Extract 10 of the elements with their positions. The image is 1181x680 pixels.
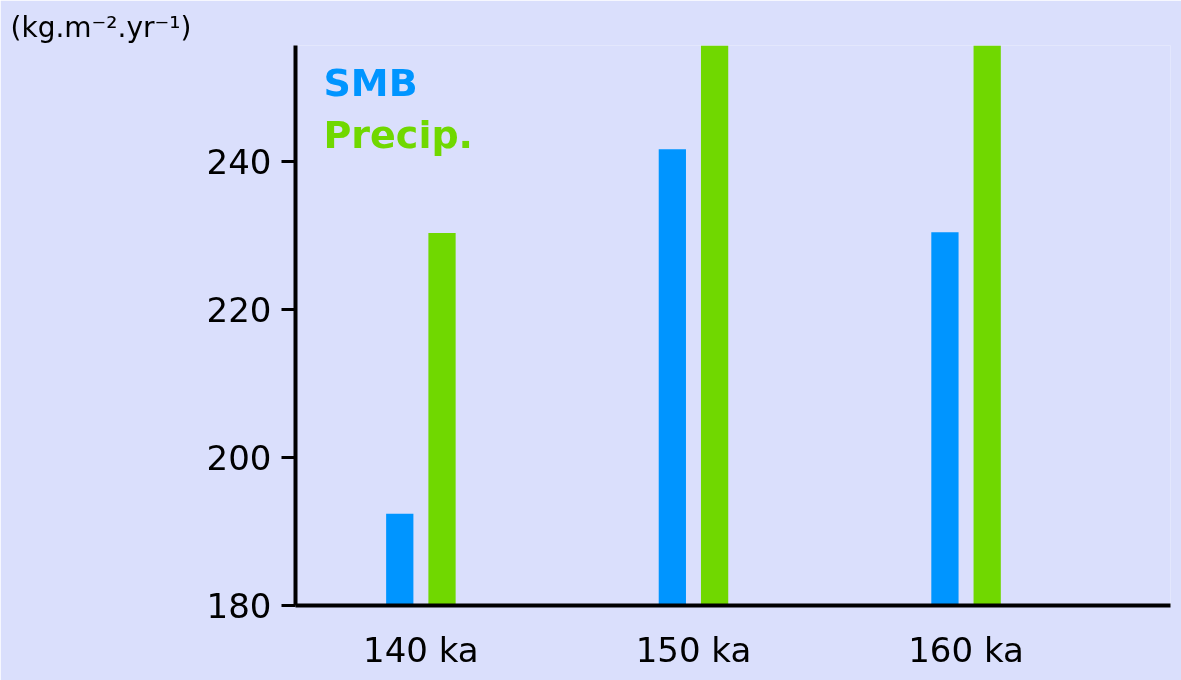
x-tick-label: 140 ka xyxy=(363,629,479,670)
text: Precip. xyxy=(323,112,474,157)
y-tick-label: 240 xyxy=(206,141,272,182)
text: SMB xyxy=(323,60,418,105)
y-tick-label: 180 xyxy=(206,586,272,626)
y-axis-title: (kg.m⁻².yr⁻¹) xyxy=(10,10,192,44)
x-tick-label: 160 ka xyxy=(908,629,1024,670)
x-tick-label: 150 ka xyxy=(635,629,752,670)
y-tick-label: 220 xyxy=(206,289,272,330)
y-tick-label: 200 xyxy=(206,437,272,478)
